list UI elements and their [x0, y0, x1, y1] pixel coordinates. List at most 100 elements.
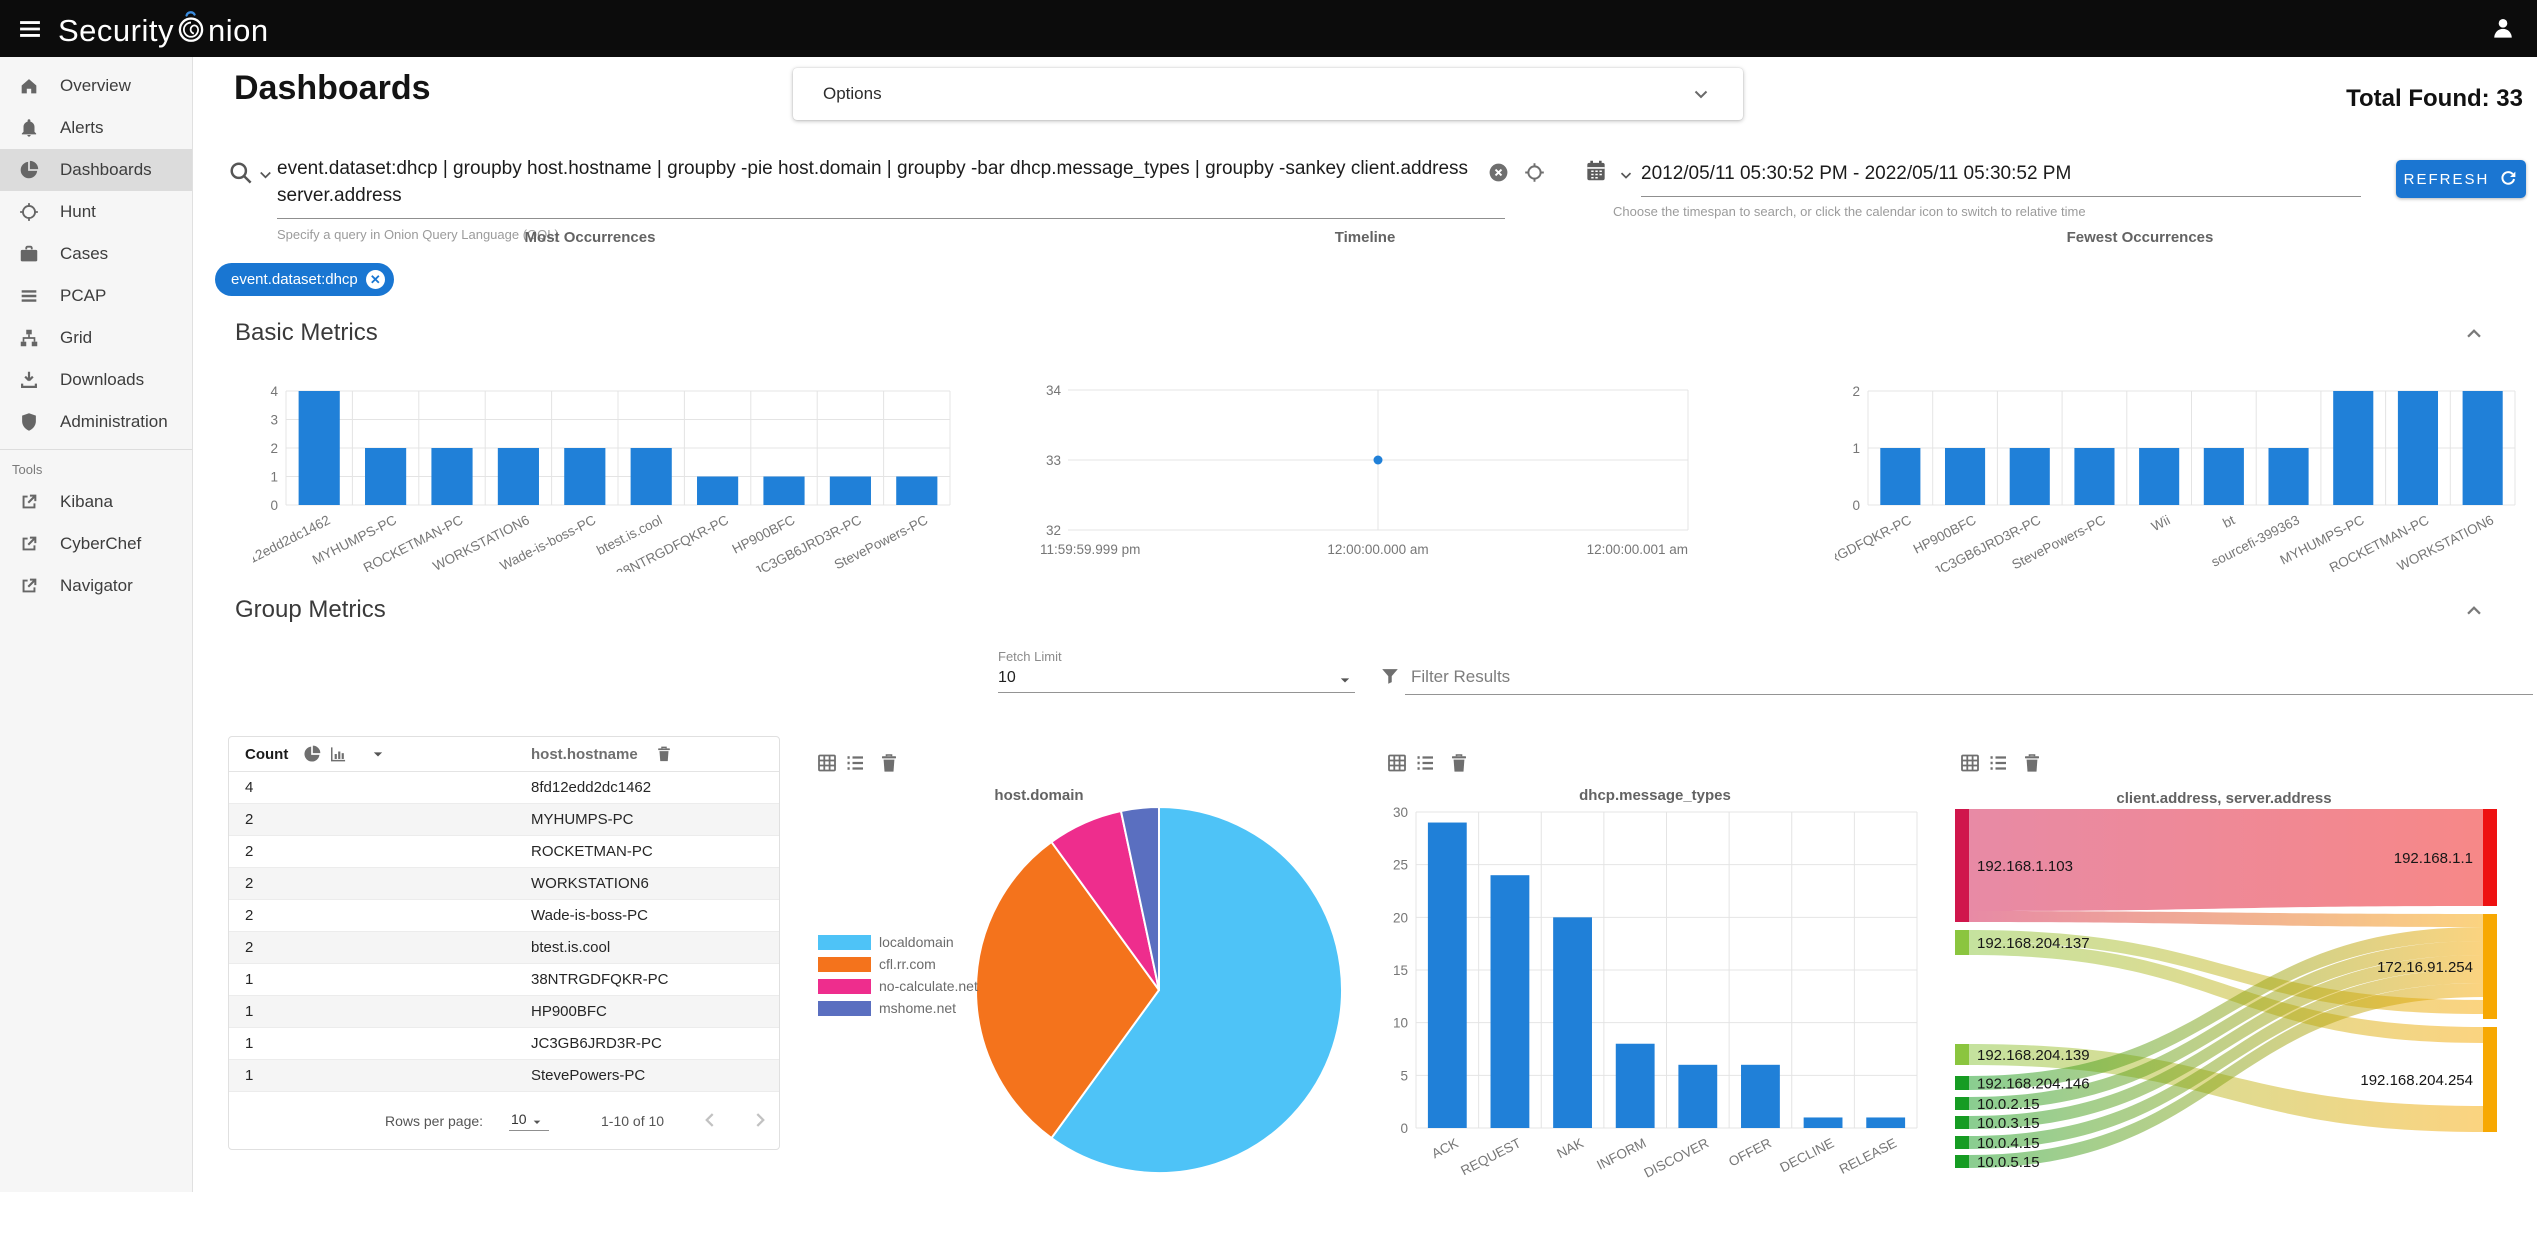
table-row[interactable]: 2 Wade-is-boss-PC [229, 900, 779, 932]
sankey-node-192.168.1.1[interactable] [2483, 809, 2497, 906]
filter-results-input[interactable]: Filter Results [1411, 667, 1511, 686]
sidebar-item-kibana[interactable]: Kibana [0, 481, 192, 523]
pie-slice-localdomain[interactable] [1050, 806, 1343, 1174]
sankey-node-192.168.204.139[interactable] [1955, 1044, 1969, 1065]
bar-REQUEST[interactable] [1490, 875, 1530, 1128]
legend-item-no-calculate.net[interactable]: no-calculate.net [818, 975, 978, 997]
options-expander[interactable]: Options [793, 68, 1743, 120]
table-row[interactable]: 1 38NTRGDFQKR-PC [229, 964, 779, 996]
bar-JC3GB6JRD3R-PC[interactable] [2009, 448, 2050, 505]
sidebar-item-cyberchef[interactable]: CyberChef [0, 523, 192, 565]
bar-HP900BFC[interactable] [1944, 448, 1986, 505]
table-row[interactable]: 1 HP900BFC [229, 996, 779, 1028]
crosshair-eventid-icon[interactable] [1523, 161, 1546, 189]
sidebar-item-alerts[interactable]: Alerts [0, 107, 192, 149]
sidebar-item-administration[interactable]: Administration [0, 401, 192, 443]
sankey-node-10.0.2.15[interactable] [1955, 1097, 1969, 1110]
bar-StevePowers-PC[interactable] [2074, 448, 2115, 505]
sankey-node-192.168.1.103[interactable] [1955, 809, 1969, 922]
sankey-node-10.0.4.15[interactable] [1955, 1136, 1969, 1149]
legend-item-cfl.rr.com[interactable]: cfl.rr.com [818, 953, 978, 975]
table-view-icon[interactable] [1385, 751, 1409, 775]
list-view-icon[interactable] [843, 751, 867, 775]
sankey-flow-10.0.2.15-to-172.16.91.254[interactable] [1969, 941, 2483, 1110]
table-view-icon[interactable] [815, 751, 839, 775]
pie-slice-mshome.net[interactable] [1119, 806, 1160, 991]
user-account-icon[interactable] [2489, 14, 2517, 42]
sankey-flow-10.0.4.15-to-172.16.91.254[interactable] [1969, 969, 2483, 1149]
bar-ROCKETMAN-PC[interactable] [2397, 391, 2439, 505]
legend-item-localdomain[interactable]: localdomain [818, 931, 978, 953]
sidebar-item-hunt[interactable]: Hunt [0, 191, 192, 233]
hostname-column-header[interactable]: host.hostname [531, 745, 638, 763]
sidebar-item-pcap[interactable]: PCAP [0, 275, 192, 317]
table-row[interactable]: 1 JC3GB6JRD3R-PC [229, 1028, 779, 1060]
sankey-node-192.168.204.137[interactable] [1955, 930, 1969, 955]
bar-38NTRGDFQKR-PC[interactable] [697, 476, 739, 506]
sidebar-item-overview[interactable]: Overview [0, 65, 192, 107]
table-row[interactable]: 1 StevePowers-PC [229, 1060, 779, 1092]
timeline-data-point[interactable] [1373, 455, 1383, 465]
remove-column-trash-icon[interactable] [654, 744, 674, 764]
pie-slice-cfl.rr.com[interactable] [975, 840, 1160, 1140]
bar-MYHUMPS-PC[interactable] [2333, 391, 2374, 505]
list-view-icon[interactable] [1413, 751, 1437, 775]
bar-INFORM[interactable] [1615, 1043, 1655, 1128]
bar-Wii[interactable] [2139, 448, 2180, 505]
bar-toggle-icon[interactable] [328, 744, 348, 764]
remove-viz-trash-icon[interactable] [2020, 751, 2044, 775]
group-metrics-collapse-icon[interactable] [2461, 598, 2487, 624]
chip-remove-icon[interactable]: ✕ [365, 270, 385, 289]
query-input[interactable]: event.dataset:dhcp | groupby host.hostna… [277, 158, 1469, 206]
sidebar-item-downloads[interactable]: Downloads [0, 359, 192, 401]
sankey-flow-192.168.204.146-to-172.16.91.254[interactable] [1969, 927, 2483, 1090]
rows-per-page-select[interactable]: 10 [509, 1111, 549, 1131]
list-view-icon[interactable] [1986, 751, 2010, 775]
remove-viz-trash-icon[interactable] [877, 751, 901, 775]
bar-JC3GB6JRD3R-PC[interactable] [829, 476, 871, 506]
rows-per-page-caret-icon[interactable] [529, 1114, 545, 1133]
date-chevron-icon[interactable] [1617, 166, 1635, 189]
refresh-button[interactable]: REFRESH [2396, 160, 2526, 198]
bar-38NTRGDFQKR-PC[interactable] [1880, 448, 1921, 505]
bar-sourcefi-399363[interactable] [2268, 448, 2309, 505]
sankey-flow-192.168.204.137-to-192.168.204.254[interactable] [1969, 942, 2483, 1043]
fetch-limit-caret-icon[interactable] [1335, 670, 1355, 695]
sankey-node-172.16.91.254[interactable] [2483, 914, 2497, 1019]
bar-DISCOVER[interactable] [1678, 1064, 1718, 1128]
sankey-node-192.168.204.146[interactable] [1955, 1076, 1969, 1090]
page-next-icon[interactable] [747, 1107, 773, 1136]
query-history-chevron-icon[interactable] [256, 165, 275, 189]
sankey-flow-10.0.5.15-to-172.16.91.254[interactable] [1969, 983, 2483, 1168]
bar-WORKSTATION6[interactable] [2462, 391, 2503, 505]
sidebar-item-dashboards[interactable]: Dashboards [0, 149, 192, 191]
page-previous-icon[interactable] [697, 1107, 723, 1136]
sankey-node-10.0.3.15[interactable] [1955, 1116, 1969, 1129]
menu-icon[interactable] [16, 15, 44, 43]
table-row[interactable]: 2 MYHUMPS-PC [229, 804, 779, 836]
bar-NAK[interactable] [1553, 917, 1592, 1128]
date-range-input[interactable]: 2012/05/11 05:30:52 PM - 2022/05/11 05:3… [1641, 163, 2072, 184]
bar-ACK[interactable] [1427, 822, 1467, 1128]
bar-bt[interactable] [2203, 448, 2244, 505]
table-row[interactable]: 4 8fd12edd2dc1462 [229, 772, 779, 804]
sidebar-item-cases[interactable]: Cases [0, 233, 192, 275]
remove-viz-trash-icon[interactable] [1447, 751, 1471, 775]
bar-WORKSTATION6[interactable] [497, 448, 539, 505]
table-row[interactable]: 2 ROCKETMAN-PC [229, 836, 779, 868]
legend-item-mshome.net[interactable]: mshome.net [818, 997, 978, 1019]
clear-query-icon[interactable] [1487, 161, 1510, 189]
sidebar-item-navigator[interactable]: Navigator [0, 565, 192, 607]
sort-caret-icon[interactable] [368, 744, 388, 764]
bar-DECLINE[interactable] [1803, 1117, 1843, 1128]
bar-HP900BFC[interactable] [763, 476, 805, 506]
table-view-icon[interactable] [1958, 751, 1982, 775]
sankey-node-10.0.5.15[interactable] [1955, 1155, 1969, 1168]
bar-MYHUMPS-PC[interactable] [365, 448, 407, 505]
table-row[interactable]: 2 WORKSTATION6 [229, 868, 779, 900]
sankey-flow-192.168.1.103-to-172.16.91.254[interactable] [1969, 911, 2483, 927]
basic-metrics-collapse-icon[interactable] [2461, 321, 2487, 347]
bar-btest.is.cool[interactable] [630, 448, 672, 505]
bar-ROCKETMAN-PC[interactable] [431, 448, 473, 505]
count-column-header[interactable]: Count [245, 745, 289, 763]
